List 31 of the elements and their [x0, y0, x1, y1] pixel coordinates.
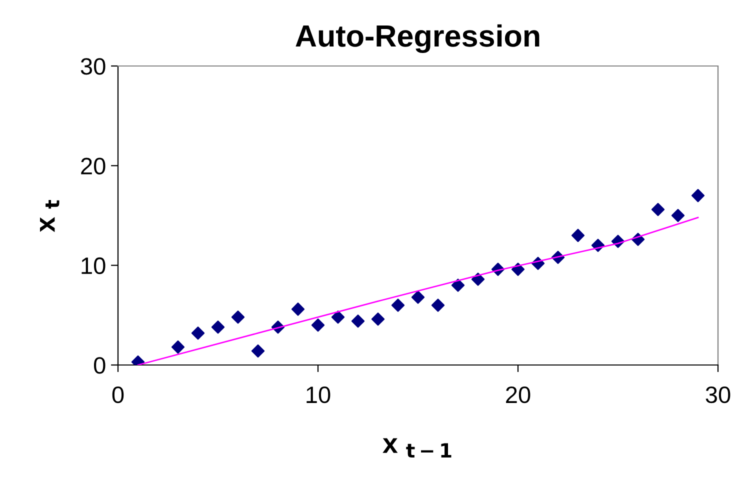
point: [351, 314, 365, 328]
point: [671, 208, 685, 222]
point: [291, 302, 305, 316]
point: [571, 228, 585, 242]
point: [191, 326, 205, 340]
x-tick-label: 30: [706, 386, 730, 404]
point: [331, 310, 345, 324]
point: [511, 262, 525, 276]
point: [651, 202, 665, 216]
point: [391, 298, 405, 312]
point: [431, 298, 445, 312]
point: [471, 272, 485, 286]
y-tick-label: 30: [80, 58, 106, 75]
x-tick-label: 10: [306, 386, 330, 404]
point: [451, 278, 465, 292]
point: [211, 320, 225, 334]
y-axis-title: x $_{t}$: [40, 200, 60, 232]
point: [231, 310, 245, 324]
y-tick-label: 20: [81, 158, 106, 174]
y-tick-label: 0: [94, 357, 106, 374]
point: [691, 188, 705, 202]
point: [171, 340, 185, 354]
x-tick-label: 0: [112, 386, 124, 404]
x-axis-title: x $_{t−1}$: [382, 438, 452, 458]
point: [371, 312, 385, 326]
point: [311, 318, 325, 332]
y-tick-label: 10: [82, 257, 106, 274]
point: [411, 290, 425, 304]
x-tick-label: 20: [506, 386, 530, 404]
chart-title: Auto-Regression: [296, 24, 540, 54]
point: [251, 344, 265, 358]
